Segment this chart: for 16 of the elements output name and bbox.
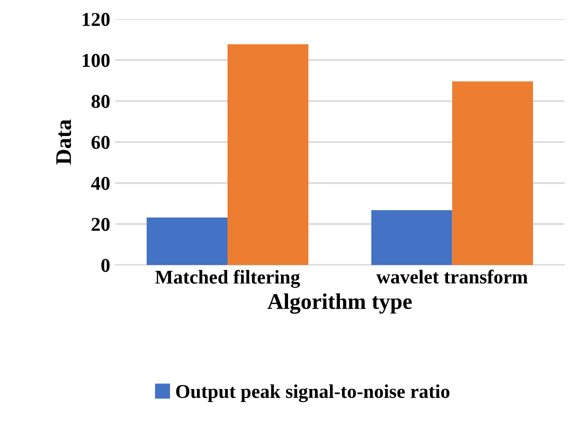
y-tick-label: 40 bbox=[91, 176, 110, 190]
x-tick-label: wavelet transform bbox=[376, 270, 528, 284]
y-axis-title: Data bbox=[56, 120, 72, 164]
bar bbox=[371, 210, 452, 265]
bar bbox=[228, 44, 308, 265]
x-axis-title: Algorithm type bbox=[268, 293, 412, 314]
bar bbox=[146, 217, 228, 265]
y-tick-label: 0 bbox=[101, 258, 110, 272]
y-tick-label: 20 bbox=[92, 218, 110, 231]
y-tick-label: 80 bbox=[92, 94, 110, 108]
y-tick-label: 120 bbox=[82, 12, 110, 26]
legend-label: Output peak signal-to-noise ratio bbox=[176, 384, 450, 402]
y-tick-label: 60 bbox=[92, 136, 110, 149]
y-tick-label: 100 bbox=[82, 54, 110, 68]
bar bbox=[452, 81, 534, 265]
x-tick-label: Matched filtering bbox=[155, 270, 300, 288]
